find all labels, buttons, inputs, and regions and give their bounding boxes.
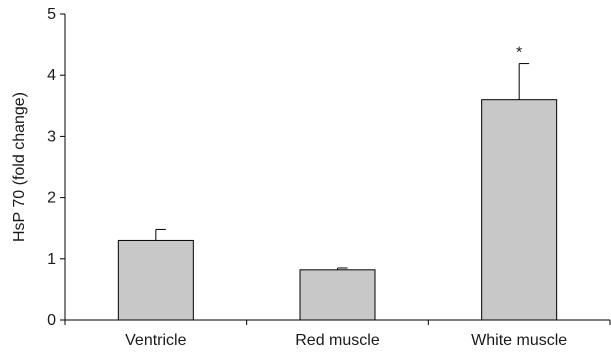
x-category-label: Red muscle: [295, 332, 380, 349]
y-tick-label: 5: [47, 6, 56, 23]
bar-ventricle: [117, 239, 194, 321]
x-category-label: Ventricle: [125, 332, 186, 349]
significance-marker: *: [516, 45, 522, 62]
y-axis-title: HsP 70 (fold change): [11, 92, 28, 242]
y-tick-label: 3: [47, 128, 56, 145]
bars: [117, 63, 558, 321]
y-tick-label: 1: [47, 251, 56, 268]
bar-red-muscle: [299, 269, 376, 321]
labels: 0 1 2 3 4 5 Ventricle Red muscle White muscle *: [47, 6, 567, 349]
x-category-label: White muscle: [471, 332, 567, 349]
y-tick-label: 2: [47, 190, 56, 207]
y-tick-label: 0: [47, 312, 56, 329]
bar-white-muscle: [481, 99, 558, 321]
y-tick-label: 4: [47, 67, 56, 84]
